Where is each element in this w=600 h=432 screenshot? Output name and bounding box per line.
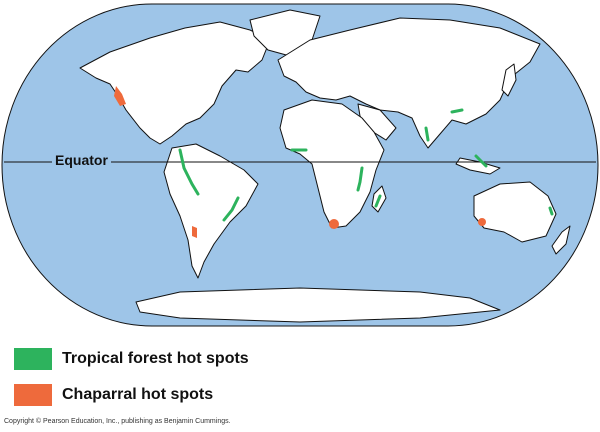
hotspot-western-ghats [424,126,430,142]
hotspot-madagascar [374,194,382,208]
chaparral-hotspots [114,86,486,238]
hotspot-new-caledonia [548,206,554,216]
hotspot-southwest-australia [478,218,486,226]
antarctica-landmass [135,287,501,323]
legend-item-chaparral: Chaparral hot spots [14,382,249,408]
hotspot-southeast-asia [474,154,488,168]
hotspot-cape-region [329,219,339,229]
tropical-forest-hotspots [178,108,554,222]
hotspot-east-africa [356,166,364,192]
world-map [1,3,599,327]
north-america-landmass [79,21,271,145]
hotspot-atlantic-forest [222,196,240,222]
hotspot-himalaya [450,108,464,114]
hotspot-andes-tropical [178,148,200,196]
hotspot-central-chile [192,226,197,238]
legend-label-chaparral: Chaparral hot spots [62,386,214,403]
eurasia-landmass [277,17,541,149]
new-zealand-landmass [551,225,571,255]
legend-swatch-tropical [14,348,52,370]
africa-landmass [279,99,385,229]
legend-swatch-chaparral [14,384,52,406]
copyright-notice: Copyright © Pearson Education, Inc., pub… [4,418,231,425]
legend-label-tropical: Tropical forest hot spots [62,350,249,367]
japan-landmass [501,63,517,97]
equator-label: Equator [52,152,111,168]
legend-item-tropical: Tropical forest hot spots [14,346,249,372]
legend: Tropical forest hot spots Chaparral hot … [14,346,249,418]
hotspot-california [114,86,126,106]
